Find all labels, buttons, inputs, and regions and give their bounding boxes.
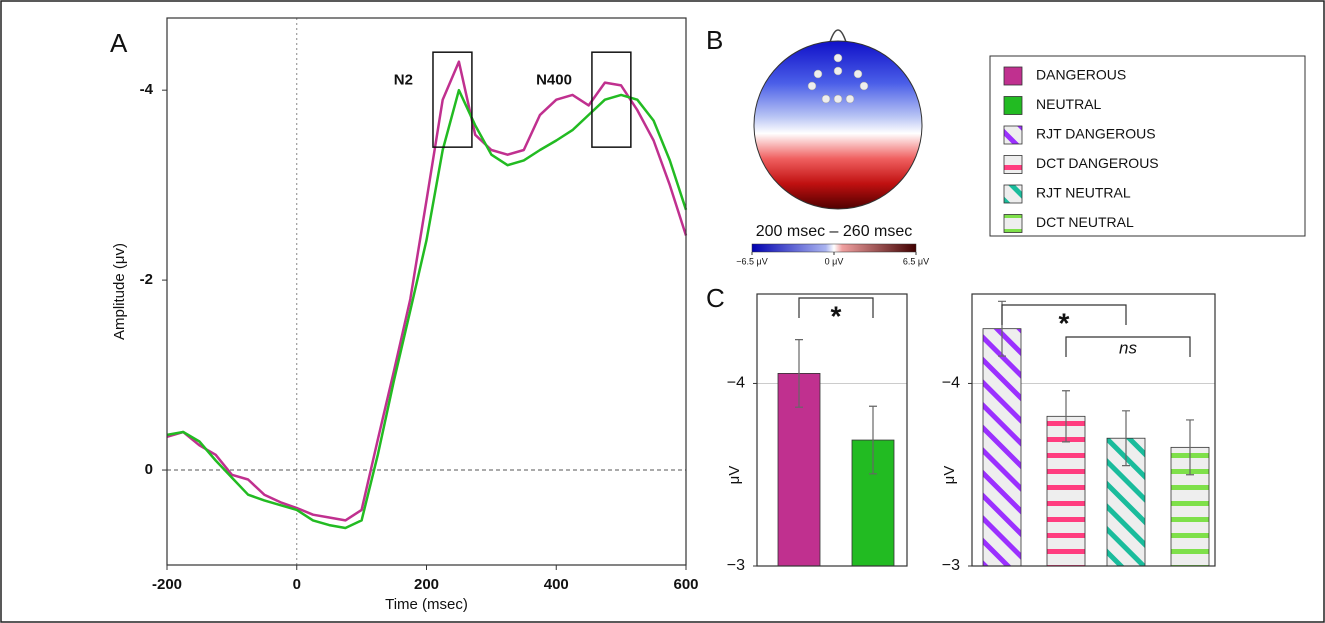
window-box — [591, 51, 632, 148]
legend-label: NEUTRAL — [1036, 96, 1102, 112]
significance-bracket — [798, 297, 874, 318]
y-axis-label: μV — [726, 466, 743, 485]
y-tick-label: 0 — [145, 461, 153, 478]
plot-frame — [166, 17, 687, 566]
y-tick-label: −4 — [942, 375, 960, 392]
y-tick-label: -2 — [140, 271, 153, 288]
legend-swatch — [1003, 125, 1023, 145]
legend-label: DCT DANGEROUS — [1036, 155, 1159, 171]
colorbar-label: 6.5 μV — [903, 256, 929, 266]
legend-swatch — [1003, 66, 1023, 86]
error-bar — [1122, 410, 1130, 467]
x-tick-label: 0 — [293, 576, 301, 593]
topomap-window: 200 msec – 260 msec — [756, 223, 913, 240]
bar — [982, 328, 1022, 567]
error-bar — [869, 405, 877, 475]
colorbar-label: −6.5 μV — [736, 256, 767, 266]
annotation: N2 — [394, 72, 413, 89]
panel-label: B — [706, 25, 723, 55]
x-tick-label: 400 — [544, 576, 569, 593]
x-axis-label: Time (msec) — [385, 596, 468, 613]
topomap — [751, 29, 923, 253]
y-axis-label: Amplitude (μv) — [111, 243, 128, 340]
y-tick-label: −4 — [727, 375, 745, 392]
y-tick-label: -4 — [140, 81, 154, 98]
significance-label: ns — [1119, 338, 1137, 357]
error-bar — [1186, 419, 1194, 476]
error-bar — [795, 339, 803, 408]
x-tick-label: 600 — [673, 576, 698, 593]
y-tick-label: −3 — [727, 557, 745, 574]
legend-swatch — [1003, 184, 1023, 204]
legend-label: DCT NEUTRAL — [1036, 214, 1134, 230]
x-tick-label: 200 — [414, 576, 439, 593]
legend-swatch — [1003, 155, 1023, 174]
legend-label: RJT DANGEROUS — [1036, 126, 1156, 142]
panel-label: C — [706, 283, 725, 313]
significance-bracket — [1001, 304, 1127, 325]
colorbar-label: 0 μV — [825, 256, 844, 266]
significance-bracket — [1065, 336, 1191, 357]
series-line — [166, 60, 688, 522]
plot-frame — [971, 293, 1216, 567]
significance-label: * — [831, 300, 842, 331]
x-tick-label: -200 — [152, 576, 182, 593]
series-line — [166, 88, 688, 530]
panel-label: A — [110, 28, 128, 58]
y-axis-label: μV — [941, 466, 958, 485]
annotation: N400 — [536, 72, 572, 89]
error-bar — [1062, 390, 1070, 443]
legend-label: RJT NEUTRAL — [1036, 185, 1131, 201]
legend-label: DANGEROUS — [1036, 67, 1126, 83]
y-tick-label: −3 — [942, 557, 960, 574]
significance-label: * — [1059, 307, 1070, 338]
window-box — [432, 51, 473, 148]
legend-swatch — [1003, 96, 1023, 115]
legend-box — [989, 55, 1306, 237]
plot-frame — [756, 293, 908, 567]
legend-swatch — [1003, 214, 1023, 233]
